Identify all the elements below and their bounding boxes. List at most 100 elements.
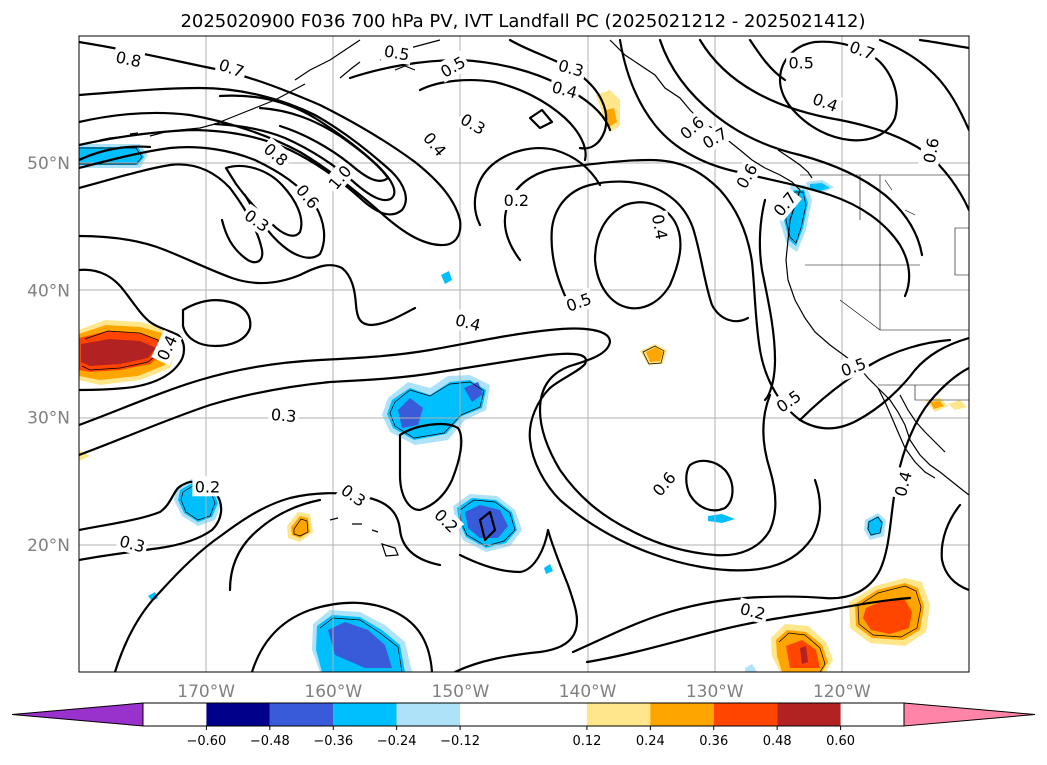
contour-label: 0.8 xyxy=(111,45,146,72)
pv-contour xyxy=(79,145,152,162)
contour-label-bg xyxy=(835,352,871,382)
contour-label: 0.3 xyxy=(267,403,300,427)
pv-contour xyxy=(228,498,322,592)
pos-anomaly-area xyxy=(79,450,90,461)
contour-label-bg xyxy=(428,502,465,539)
contour-label: 0.5 xyxy=(786,52,817,73)
neg-anomaly-area xyxy=(79,147,144,165)
y-tick-label: 20°N xyxy=(27,536,70,556)
contour-label-bg xyxy=(111,45,146,72)
pv-contour xyxy=(79,86,407,216)
contour-label-bg xyxy=(290,178,326,215)
colorbar-segment xyxy=(396,703,461,726)
pv-contour xyxy=(685,459,734,512)
contour-label-text: 0.5 xyxy=(788,54,813,73)
contour-label-bg xyxy=(844,36,880,65)
chart-title: 2025020900 F036 700 hPa PV, IVT Landfall… xyxy=(180,11,865,32)
y-tick-label: 40°N xyxy=(27,281,70,301)
pv-contour xyxy=(348,58,612,132)
pv-contour xyxy=(798,338,952,422)
pv-contour xyxy=(618,38,911,298)
contour-label-bg xyxy=(434,50,471,83)
contour-label: 0.2 xyxy=(192,476,223,497)
x-tick-label: 140°W xyxy=(559,682,617,702)
pv-contour xyxy=(213,94,396,202)
contour-label-text: 0.2 xyxy=(504,191,529,210)
colorbar-tick-label: 0.60 xyxy=(826,734,855,749)
pv-contour xyxy=(473,147,602,227)
colorbar-segment xyxy=(650,703,714,726)
contour-label: 0.3 xyxy=(115,529,150,558)
neg-anomaly-area xyxy=(745,664,757,672)
aleutians-west xyxy=(99,132,139,141)
neg-anomaly-area xyxy=(441,271,452,284)
contour-label-bg xyxy=(214,53,250,83)
pv-contour xyxy=(418,78,587,162)
pv-contour xyxy=(79,352,821,572)
pos-anomaly-area xyxy=(863,600,912,634)
contour-label-bg xyxy=(151,329,183,366)
hawaii-islands xyxy=(329,517,399,557)
colorbar-segment xyxy=(460,703,587,726)
contour-label-text: 0.3 xyxy=(270,405,297,426)
pv-contour xyxy=(778,40,898,142)
baja-coast xyxy=(877,387,946,479)
pv-contour xyxy=(528,108,554,130)
pv-contour xyxy=(79,327,777,557)
contour-label-text: 0.4 xyxy=(648,213,671,241)
x-axis-ticks: 170°W 160°W 150°W 140°W 130°W 120°W xyxy=(177,682,871,702)
contour-label-bg xyxy=(455,107,492,140)
pv-contour xyxy=(658,38,924,257)
colorbar-segment xyxy=(206,703,270,726)
contour-label-bg xyxy=(889,466,917,501)
contour-label-bg xyxy=(238,203,276,238)
contour-label-bg xyxy=(730,157,763,194)
x-tick-label: 120°W xyxy=(813,682,871,702)
map-background xyxy=(79,36,969,672)
pv-contour xyxy=(181,299,252,348)
x-tick-label: 130°W xyxy=(686,682,744,702)
contour-label-bg xyxy=(647,210,673,244)
colorbar-segment xyxy=(333,703,397,726)
contour-label: 0.3 xyxy=(553,54,589,82)
pos-anomaly-area xyxy=(948,400,967,410)
y-axis-ticks: 20°N 30°N 40°N 50°N xyxy=(27,154,70,556)
pos-anomaly-area xyxy=(606,108,617,127)
colorbar-tick-label: −0.60 xyxy=(186,734,226,749)
contour-label-bg xyxy=(335,478,372,512)
map-frame xyxy=(78,35,970,673)
contour-label-bg xyxy=(258,136,294,172)
contour-label-bg xyxy=(115,529,150,558)
contour-label-bg xyxy=(553,54,589,82)
contour-label-bg xyxy=(807,87,843,117)
pv-contour xyxy=(478,510,497,542)
colorbar-segment xyxy=(269,703,334,726)
pv-contour xyxy=(550,180,750,323)
colorbar-segment xyxy=(777,703,841,726)
contour-label: 0.6 xyxy=(918,133,944,167)
pv-contour xyxy=(878,38,969,132)
pv-contour xyxy=(398,422,463,512)
pv-contour xyxy=(918,38,969,50)
pv-contour xyxy=(258,106,390,182)
pv-contour xyxy=(508,38,608,150)
neg-anomaly-area xyxy=(398,398,423,428)
pv-contour xyxy=(79,163,264,264)
colorbar-tick-label: 0.48 xyxy=(763,734,792,749)
contour-label-text: 0.8 xyxy=(114,47,143,71)
colorbar-tick-label: 0.12 xyxy=(572,734,601,749)
colorbar-segment xyxy=(586,703,651,726)
vancouver-island xyxy=(777,149,813,179)
contour-label-bg xyxy=(192,476,223,497)
contour-label-bg xyxy=(501,190,532,211)
contour-label-bg xyxy=(786,52,817,73)
contour-label-text: 0.2 xyxy=(195,477,220,496)
contour-label-bg xyxy=(547,75,582,103)
colorbar-tick-label: 0.24 xyxy=(636,734,665,749)
pv-contour xyxy=(758,198,777,402)
contour-label-bg xyxy=(417,126,453,163)
contour-label-bg xyxy=(770,384,807,418)
pv-contour xyxy=(940,503,969,592)
contour-label-bg xyxy=(918,133,944,167)
colorbar-extend-low xyxy=(11,702,144,727)
